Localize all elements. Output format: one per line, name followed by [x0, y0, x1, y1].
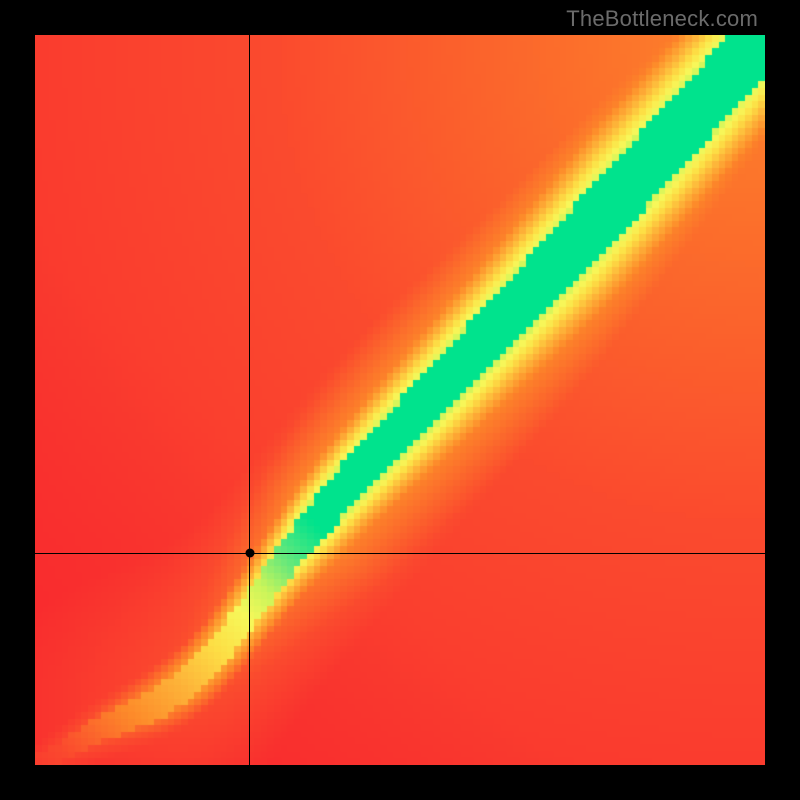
crosshair-horizontal [35, 553, 765, 554]
watermark-text: TheBottleneck.com [566, 6, 758, 32]
heatmap-canvas [35, 35, 765, 765]
crosshair-vertical [249, 35, 250, 765]
bottleneck-point-marker [245, 549, 254, 558]
bottleneck-heatmap [35, 35, 765, 765]
